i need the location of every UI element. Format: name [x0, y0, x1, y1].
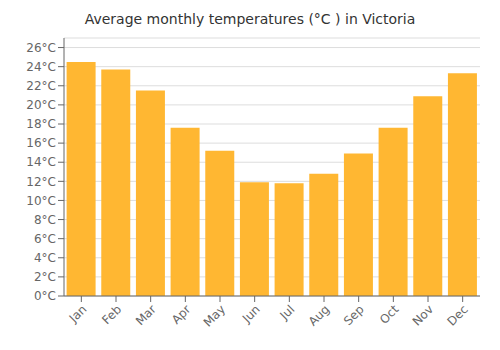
svg-text:Oct: Oct — [377, 302, 402, 327]
svg-text:2°C: 2°C — [34, 270, 56, 284]
svg-text:Aug: Aug — [306, 302, 332, 328]
svg-text:18°C: 18°C — [26, 117, 56, 131]
svg-text:Apr: Apr — [169, 302, 194, 327]
svg-text:14°C: 14°C — [26, 155, 56, 169]
svg-text:Mar: Mar — [133, 302, 159, 328]
svg-text:10°C: 10°C — [26, 194, 56, 208]
svg-text:24°C: 24°C — [26, 60, 56, 74]
svg-text:6°C: 6°C — [34, 232, 56, 246]
svg-text:20°C: 20°C — [26, 98, 56, 112]
svg-text:22°C: 22°C — [26, 79, 56, 93]
svg-text:Feb: Feb — [99, 302, 124, 327]
svg-text:Sep: Sep — [341, 302, 367, 328]
html-text:Average monthly temperatures (: Average monthly temperatures (°C ) in Vi… — [84, 11, 416, 27]
svg-text:Dec: Dec — [444, 302, 470, 328]
svg-text:0°C: 0°C — [34, 289, 56, 303]
svg-text:Jun: Jun — [239, 302, 263, 326]
svg-text:May: May — [201, 302, 228, 329]
svg-text:Jan: Jan — [66, 302, 90, 326]
svg-text:8°C: 8°C — [34, 213, 56, 227]
svg-text:Jul: Jul — [277, 302, 298, 323]
svg-text:4°C: 4°C — [34, 251, 56, 265]
svg-text:16°C: 16°C — [26, 136, 56, 150]
svg-text:Nov: Nov — [410, 302, 436, 328]
svg-text:12°C: 12°C — [26, 175, 56, 189]
svg-text:26°C: 26°C — [26, 41, 56, 55]
